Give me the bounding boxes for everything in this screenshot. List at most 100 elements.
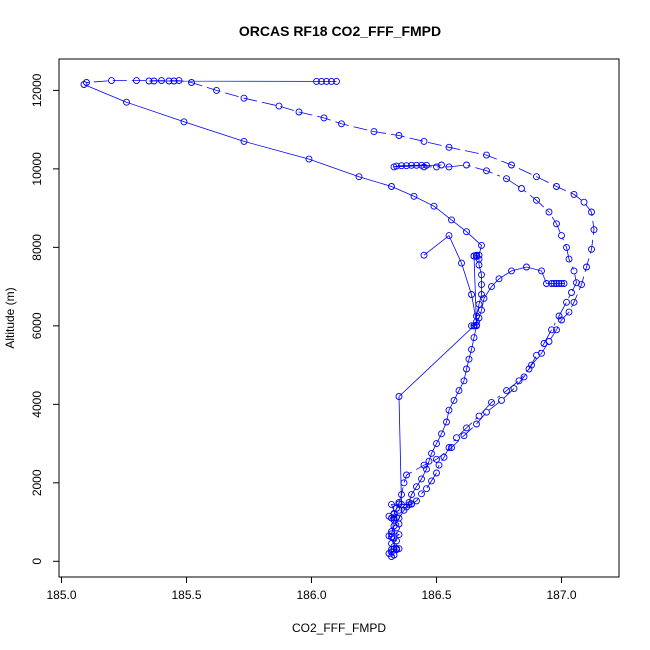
data-point [213,86,220,94]
data-point [460,377,468,385]
data-point [590,226,598,234]
data-point [338,120,345,128]
data-point [553,183,560,190]
data-point [448,216,455,224]
data-point [563,243,570,251]
series-lines [83,80,595,557]
data-point [450,396,458,404]
data-point [180,118,188,126]
data-point [170,77,178,85]
data-point [158,77,165,85]
data-point [428,449,435,457]
data-point [408,500,415,508]
data-point [388,183,395,190]
data-point [435,461,443,469]
data-point [580,198,588,206]
data-point [523,263,530,271]
data-point [240,137,248,145]
data-point [473,321,480,329]
series-line [387,255,477,550]
data-point [463,161,470,169]
data-point [398,162,405,170]
data-point [558,280,565,287]
chart-title: ORCAS RF18 CO2_FFF_FMPD [239,23,441,39]
data-point [445,406,453,414]
data-point [445,163,453,171]
data-point [418,161,425,169]
data-point [395,531,403,539]
data-point [570,267,578,275]
data-point [393,513,400,521]
data-point [463,365,470,373]
data-point [420,137,428,145]
data-point [400,479,408,487]
data-point [565,255,573,263]
data-point [393,544,400,552]
data-point [355,173,363,181]
data-point [398,491,405,499]
data-point [478,241,485,249]
data-point [483,408,490,416]
y-tick-label: 4000 [30,391,44,418]
data-point [545,338,553,345]
data-point [550,280,558,287]
y-axis-label: Altitude (m) [3,287,17,348]
y-axis: 0 2000 4000 6000 8000 10000 12000 [30,73,59,565]
data-point [473,252,480,260]
data-point [425,457,433,465]
data-point [188,79,195,86]
data-point [515,377,523,385]
data-point [438,161,445,169]
data-point [408,491,415,499]
data-point [555,280,563,287]
data-point [403,471,410,479]
data-point [565,308,573,316]
data-point [388,546,395,553]
data-point [518,185,525,192]
x-tick-label: 186.0 [296,588,326,602]
data-point [305,155,313,163]
data-point [475,314,483,322]
data-point [400,506,408,514]
y-tick-label: 12000 [30,73,44,107]
series-line [86,80,595,519]
data-point [165,77,173,85]
data-point [133,77,140,85]
data-point [423,465,430,473]
data-point [470,334,478,342]
data-point [398,500,405,508]
data-point [553,280,560,287]
data-point [475,300,483,308]
y-tick-label: 8000 [30,234,44,261]
data-point [558,316,565,324]
data-point [320,114,328,122]
data-point [433,440,440,448]
data-point [423,485,430,493]
data-point [548,326,555,334]
data-point [460,432,468,440]
data-point [440,453,448,461]
data-point [418,475,425,483]
data-point [390,522,398,530]
x-axis: 185.0 185.5 186.0 186.5 187.0 [46,577,577,602]
data-point [408,161,415,169]
data-point [445,444,453,451]
data-point [583,263,590,271]
data-point [473,420,480,428]
data-point [145,77,153,85]
data-point [520,373,528,381]
data-point [175,77,183,85]
data-point [328,77,335,85]
data-point [438,430,445,438]
data-point [468,345,475,353]
data-point [568,289,575,296]
data-point [433,469,440,477]
data-point [395,500,403,508]
data-point [528,361,535,369]
data-point [333,77,340,85]
data-point [488,398,495,406]
data-point [413,161,420,169]
data-point [318,77,325,85]
data-point [413,497,420,505]
data-point [558,232,565,240]
